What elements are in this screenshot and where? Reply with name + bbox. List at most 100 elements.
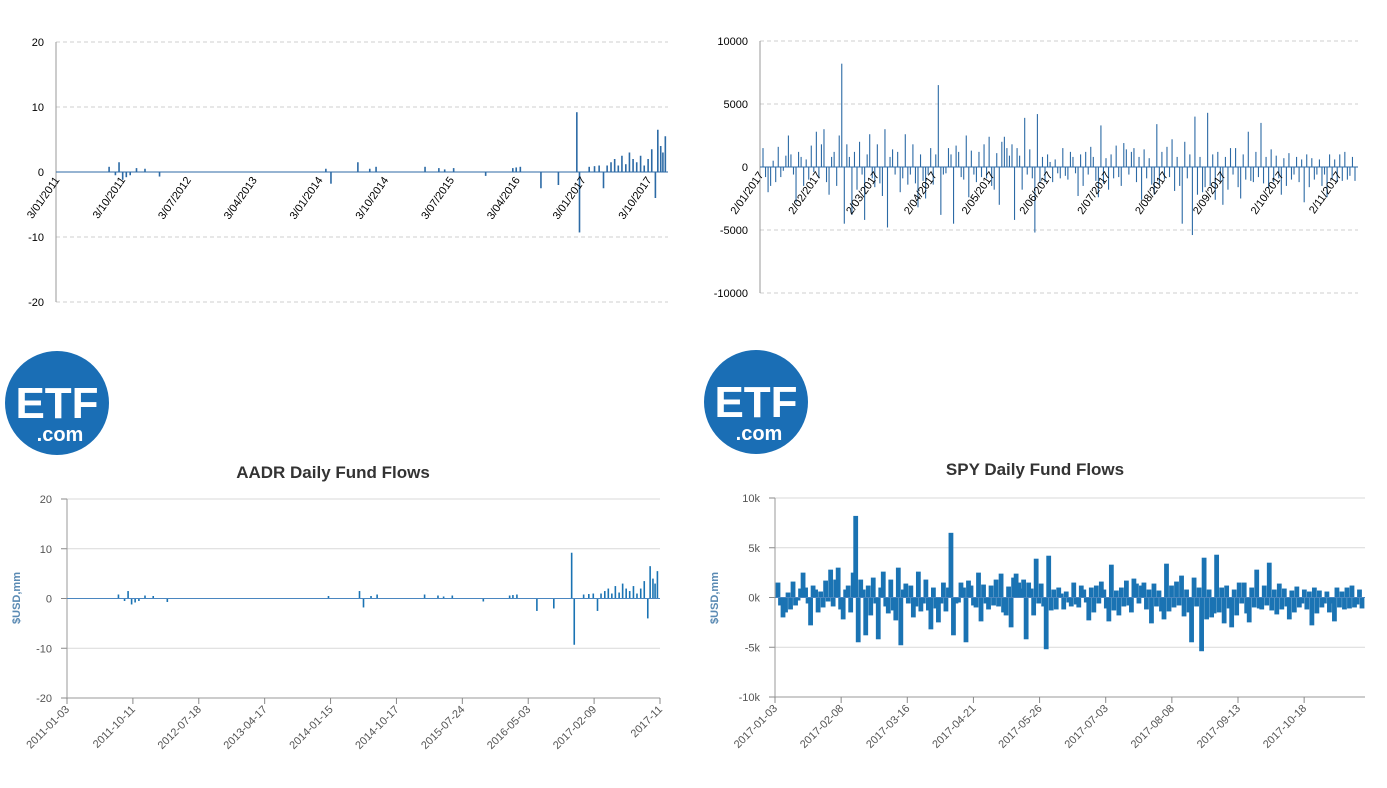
- flow-bar: [1283, 158, 1285, 167]
- flow-bar: [864, 167, 866, 220]
- flow-bar: [1016, 582, 1022, 598]
- flow-bar: [895, 567, 901, 598]
- y-tick-label: 10: [40, 544, 52, 556]
- flow-bar: [846, 144, 848, 167]
- flow-bar: [1041, 597, 1047, 607]
- flow-bar: [1290, 167, 1293, 180]
- flow-bar: [1087, 167, 1089, 175]
- flow-bar: [1186, 167, 1188, 179]
- flow-bar: [588, 594, 590, 599]
- flow-bar: [860, 589, 866, 598]
- flow-bar: [913, 597, 919, 607]
- x-tick-label: 2011-10-11: [91, 704, 138, 751]
- flow-bar: [617, 165, 620, 172]
- flow-bar: [1100, 125, 1102, 167]
- flow-bar: [1096, 597, 1102, 604]
- flow-bar: [905, 597, 911, 604]
- flow-bar: [991, 167, 993, 186]
- flow-bar: [1334, 159, 1336, 167]
- flow-bar: [833, 579, 839, 598]
- flow-bar: [892, 149, 894, 167]
- flow-bar: [1280, 167, 1282, 195]
- flow-bar: [484, 172, 487, 176]
- flow-bar: [1031, 597, 1037, 616]
- flow-bar: [795, 597, 801, 601]
- flow-bar: [878, 587, 884, 598]
- flow-bar: [621, 155, 623, 172]
- flow-bar: [438, 168, 440, 172]
- etf-logo-left: ETF .com: [5, 351, 109, 455]
- flow-bar: [1204, 167, 1206, 188]
- flow-bar: [1006, 586, 1011, 598]
- flow-bar: [1237, 167, 1239, 188]
- flow-bar: [536, 598, 538, 611]
- flow-bar: [1339, 591, 1345, 598]
- flow-bar: [540, 172, 542, 189]
- flow-bar: [1169, 585, 1174, 598]
- flow-bar: [1048, 597, 1054, 611]
- x-tick-label: 2017-03-16: [864, 703, 912, 751]
- flow-bar: [125, 172, 128, 178]
- flow-bar: [1153, 167, 1155, 195]
- x-tick-label: 2017-02-09: [551, 704, 599, 752]
- flow-bar: [1199, 597, 1204, 652]
- flow-bar: [1049, 161, 1051, 167]
- flow-bar: [636, 593, 638, 599]
- flow-bar: [1011, 577, 1017, 598]
- flow-bar: [1086, 597, 1092, 621]
- flow-bar: [1125, 149, 1127, 167]
- flow-bar: [770, 167, 772, 186]
- flow-bar: [885, 597, 891, 614]
- flow-bar: [1103, 597, 1109, 609]
- flow-bar: [782, 167, 784, 171]
- flow-bar: [856, 167, 858, 190]
- flow-bar: [1085, 151, 1087, 167]
- flow-bar: [1219, 167, 1221, 181]
- flow-bar: [592, 593, 595, 599]
- flow-bar: [950, 154, 952, 167]
- flow-bar: [1159, 597, 1164, 612]
- flow-bar: [1139, 585, 1144, 598]
- flow-bar: [376, 594, 378, 599]
- flow-bar: [639, 155, 642, 172]
- flow-bar: [1058, 593, 1064, 598]
- y-tick-label: -20: [28, 297, 44, 309]
- flow-bar: [798, 588, 803, 598]
- flow-bar: [1249, 587, 1255, 598]
- flow-bar: [880, 571, 886, 598]
- flow-bar: [1273, 167, 1275, 183]
- flow-bar: [1184, 141, 1186, 167]
- x-tick-label: 2017-10-18: [1261, 703, 1309, 751]
- flow-bar: [1291, 597, 1297, 613]
- flow-bar: [935, 154, 937, 167]
- flow-bar: [983, 597, 989, 604]
- flow-bar: [1111, 597, 1117, 611]
- flow-bar: [327, 596, 330, 599]
- flow-bar: [443, 169, 446, 172]
- x-tick-label: 2/03/2017: [844, 170, 882, 217]
- flow-bar: [1024, 117, 1026, 167]
- x-tick-label: 2011-01-03: [24, 704, 72, 752]
- flow-bar: [988, 136, 990, 167]
- flow-bar: [993, 579, 999, 598]
- flow-bar: [127, 591, 129, 599]
- flow-bar: [1003, 136, 1005, 167]
- flow-bar: [1299, 597, 1305, 604]
- ylabel-aadr: $USD,mm: [11, 572, 23, 624]
- flow-bar: [1357, 589, 1362, 598]
- flow-bar: [938, 597, 944, 604]
- flow-bar: [998, 573, 1004, 598]
- flow-bar: [1076, 597, 1082, 608]
- flow-bar: [519, 166, 522, 172]
- flow-bar: [1327, 597, 1332, 613]
- flow-bar: [515, 167, 518, 172]
- flow-bar: [835, 567, 841, 598]
- flow-bar: [117, 594, 120, 599]
- flow-bar: [1080, 154, 1082, 167]
- flow-bar: [1116, 597, 1122, 616]
- flow-bar: [1270, 149, 1272, 167]
- flow-bar: [889, 156, 891, 167]
- flow-bar: [978, 597, 984, 622]
- flow-bar: [988, 585, 994, 598]
- flow-bar: [1276, 583, 1282, 598]
